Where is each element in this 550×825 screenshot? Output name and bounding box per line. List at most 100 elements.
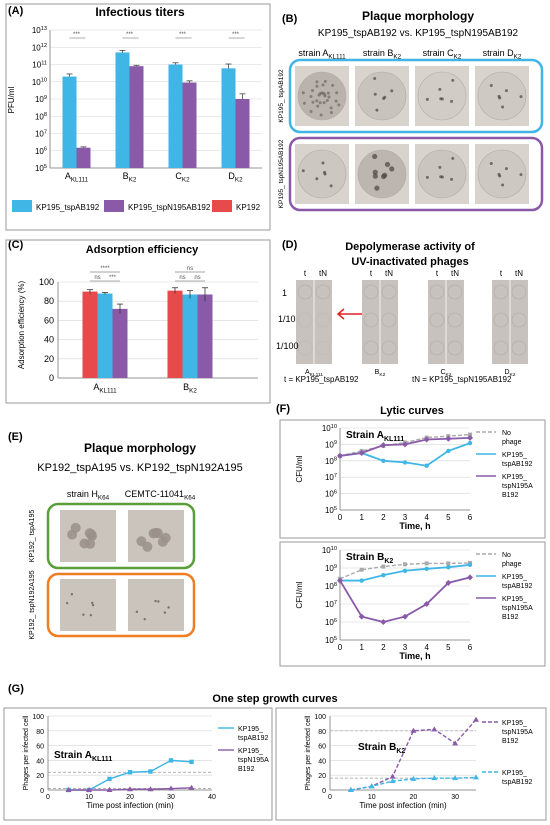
- ytick-label: 107: [325, 600, 337, 609]
- strain-label: CK2: [440, 369, 451, 378]
- plaque: [440, 97, 444, 101]
- panel-g-right-frame: [275, 707, 547, 821]
- panel-b-strains: strain AKL111 strain BK2 strain CK2 strain …: [298, 48, 522, 61]
- data-point: [359, 578, 364, 583]
- plaque: [67, 529, 78, 540]
- x-category-label: AKL111: [93, 382, 117, 395]
- spot: [381, 284, 397, 300]
- panel-e-strains: strain HK64 CEMTC-11041K64: [67, 489, 196, 502]
- ytick-label: 0: [49, 373, 54, 383]
- panel-f-label: (F): [276, 403, 290, 415]
- column-label-tn: tN: [451, 269, 459, 278]
- panel-a-frame: [5, 3, 271, 231]
- bar: [182, 294, 198, 378]
- ytick-label: 60: [36, 744, 44, 751]
- plaque: [501, 105, 505, 109]
- ytick-label: 20: [44, 354, 54, 364]
- x-axis-title: Time, h: [399, 651, 430, 661]
- data-point: [446, 561, 451, 566]
- ytick-label: 106: [325, 618, 337, 627]
- bar: [221, 68, 236, 168]
- plaque: [321, 83, 325, 87]
- panel-g-title: One step growth curves: [212, 693, 337, 705]
- spot: [315, 312, 331, 328]
- plaque: [323, 79, 327, 83]
- bar: [168, 64, 183, 168]
- panel-b-subtitle: KP195_tspAB192 vs. KP195_tspN195AB192: [318, 28, 519, 39]
- ytick-label: 60: [44, 315, 54, 325]
- panel-b-label: (B): [282, 13, 298, 25]
- xtick-label: 3: [403, 513, 408, 522]
- bar: [62, 76, 77, 168]
- plaque: [438, 87, 442, 91]
- spot: [297, 312, 313, 328]
- x-axis-title: Time post infection (min): [359, 801, 447, 810]
- plaque: [498, 96, 502, 100]
- panel-a-bars: [62, 49, 250, 169]
- ytick-label: 1013: [32, 26, 47, 35]
- panel-f-bottom-frame: [279, 541, 546, 667]
- y-axis-title: Phages per infected cell: [305, 715, 312, 790]
- data-point: [337, 452, 343, 459]
- data-point: [380, 619, 387, 625]
- spot: [381, 340, 397, 356]
- legend-label: KP195_: [502, 574, 527, 581]
- data-point: [452, 775, 459, 781]
- plaque: [440, 175, 444, 179]
- plaque: [489, 84, 493, 88]
- xtick-label: 2: [381, 643, 386, 652]
- data-point: [368, 783, 375, 789]
- ytick-label: 106: [35, 147, 47, 156]
- xtick-label: 20: [410, 794, 418, 801]
- data-point: [402, 460, 408, 465]
- data-point: [431, 726, 438, 732]
- ytick-label: 1012: [32, 43, 47, 52]
- plaque: [372, 169, 378, 175]
- spot: [429, 284, 445, 300]
- legend-label: tspN195A: [502, 729, 533, 736]
- plaque: [450, 177, 454, 181]
- ytick-label: 107: [325, 473, 337, 482]
- plaque: [148, 528, 159, 539]
- strain-label: AKL111: [305, 369, 323, 378]
- legend-label: tspAB192: [502, 461, 532, 468]
- panel-d-note-t: t = KP195_tspAB192: [284, 375, 359, 384]
- plaque: [326, 91, 330, 95]
- sig-label: ****: [100, 266, 110, 272]
- panel-d-label: (D): [282, 239, 298, 251]
- panel-g-left-frame: [3, 707, 273, 821]
- ytick-label: 1010: [322, 546, 337, 555]
- spot: [511, 284, 527, 300]
- plaque: [315, 84, 319, 88]
- plaque: [327, 95, 331, 99]
- column-label-t: t: [500, 269, 503, 278]
- sig-label: ns: [179, 275, 185, 281]
- sig-label: ***: [126, 32, 134, 38]
- plaque: [504, 167, 508, 171]
- data-point: [189, 759, 194, 765]
- panel-e-plates: [60, 510, 184, 631]
- plaque: [65, 601, 69, 605]
- spot: [315, 340, 331, 356]
- plaque: [382, 172, 388, 178]
- sig-label: ***: [232, 32, 240, 38]
- ytick-label: 100: [314, 714, 326, 721]
- column-label-tn: tN: [515, 269, 523, 278]
- y-axis-title: CFU/ml: [295, 581, 304, 608]
- plaque: [373, 92, 377, 96]
- plate-dish: [297, 71, 347, 121]
- plaque: [325, 99, 329, 103]
- plaque: [384, 161, 391, 168]
- data-point: [168, 785, 174, 791]
- spot: [511, 340, 527, 356]
- plaque: [154, 599, 157, 603]
- data-point: [337, 577, 343, 584]
- plaque: [89, 613, 93, 617]
- ytick-label: 100: [39, 277, 54, 287]
- data-point: [389, 773, 396, 779]
- plaque: [373, 76, 377, 80]
- panel-e-subtitle: KP192_tspA195 vs. KP192_tspN192A195: [37, 462, 242, 474]
- bar: [197, 294, 213, 378]
